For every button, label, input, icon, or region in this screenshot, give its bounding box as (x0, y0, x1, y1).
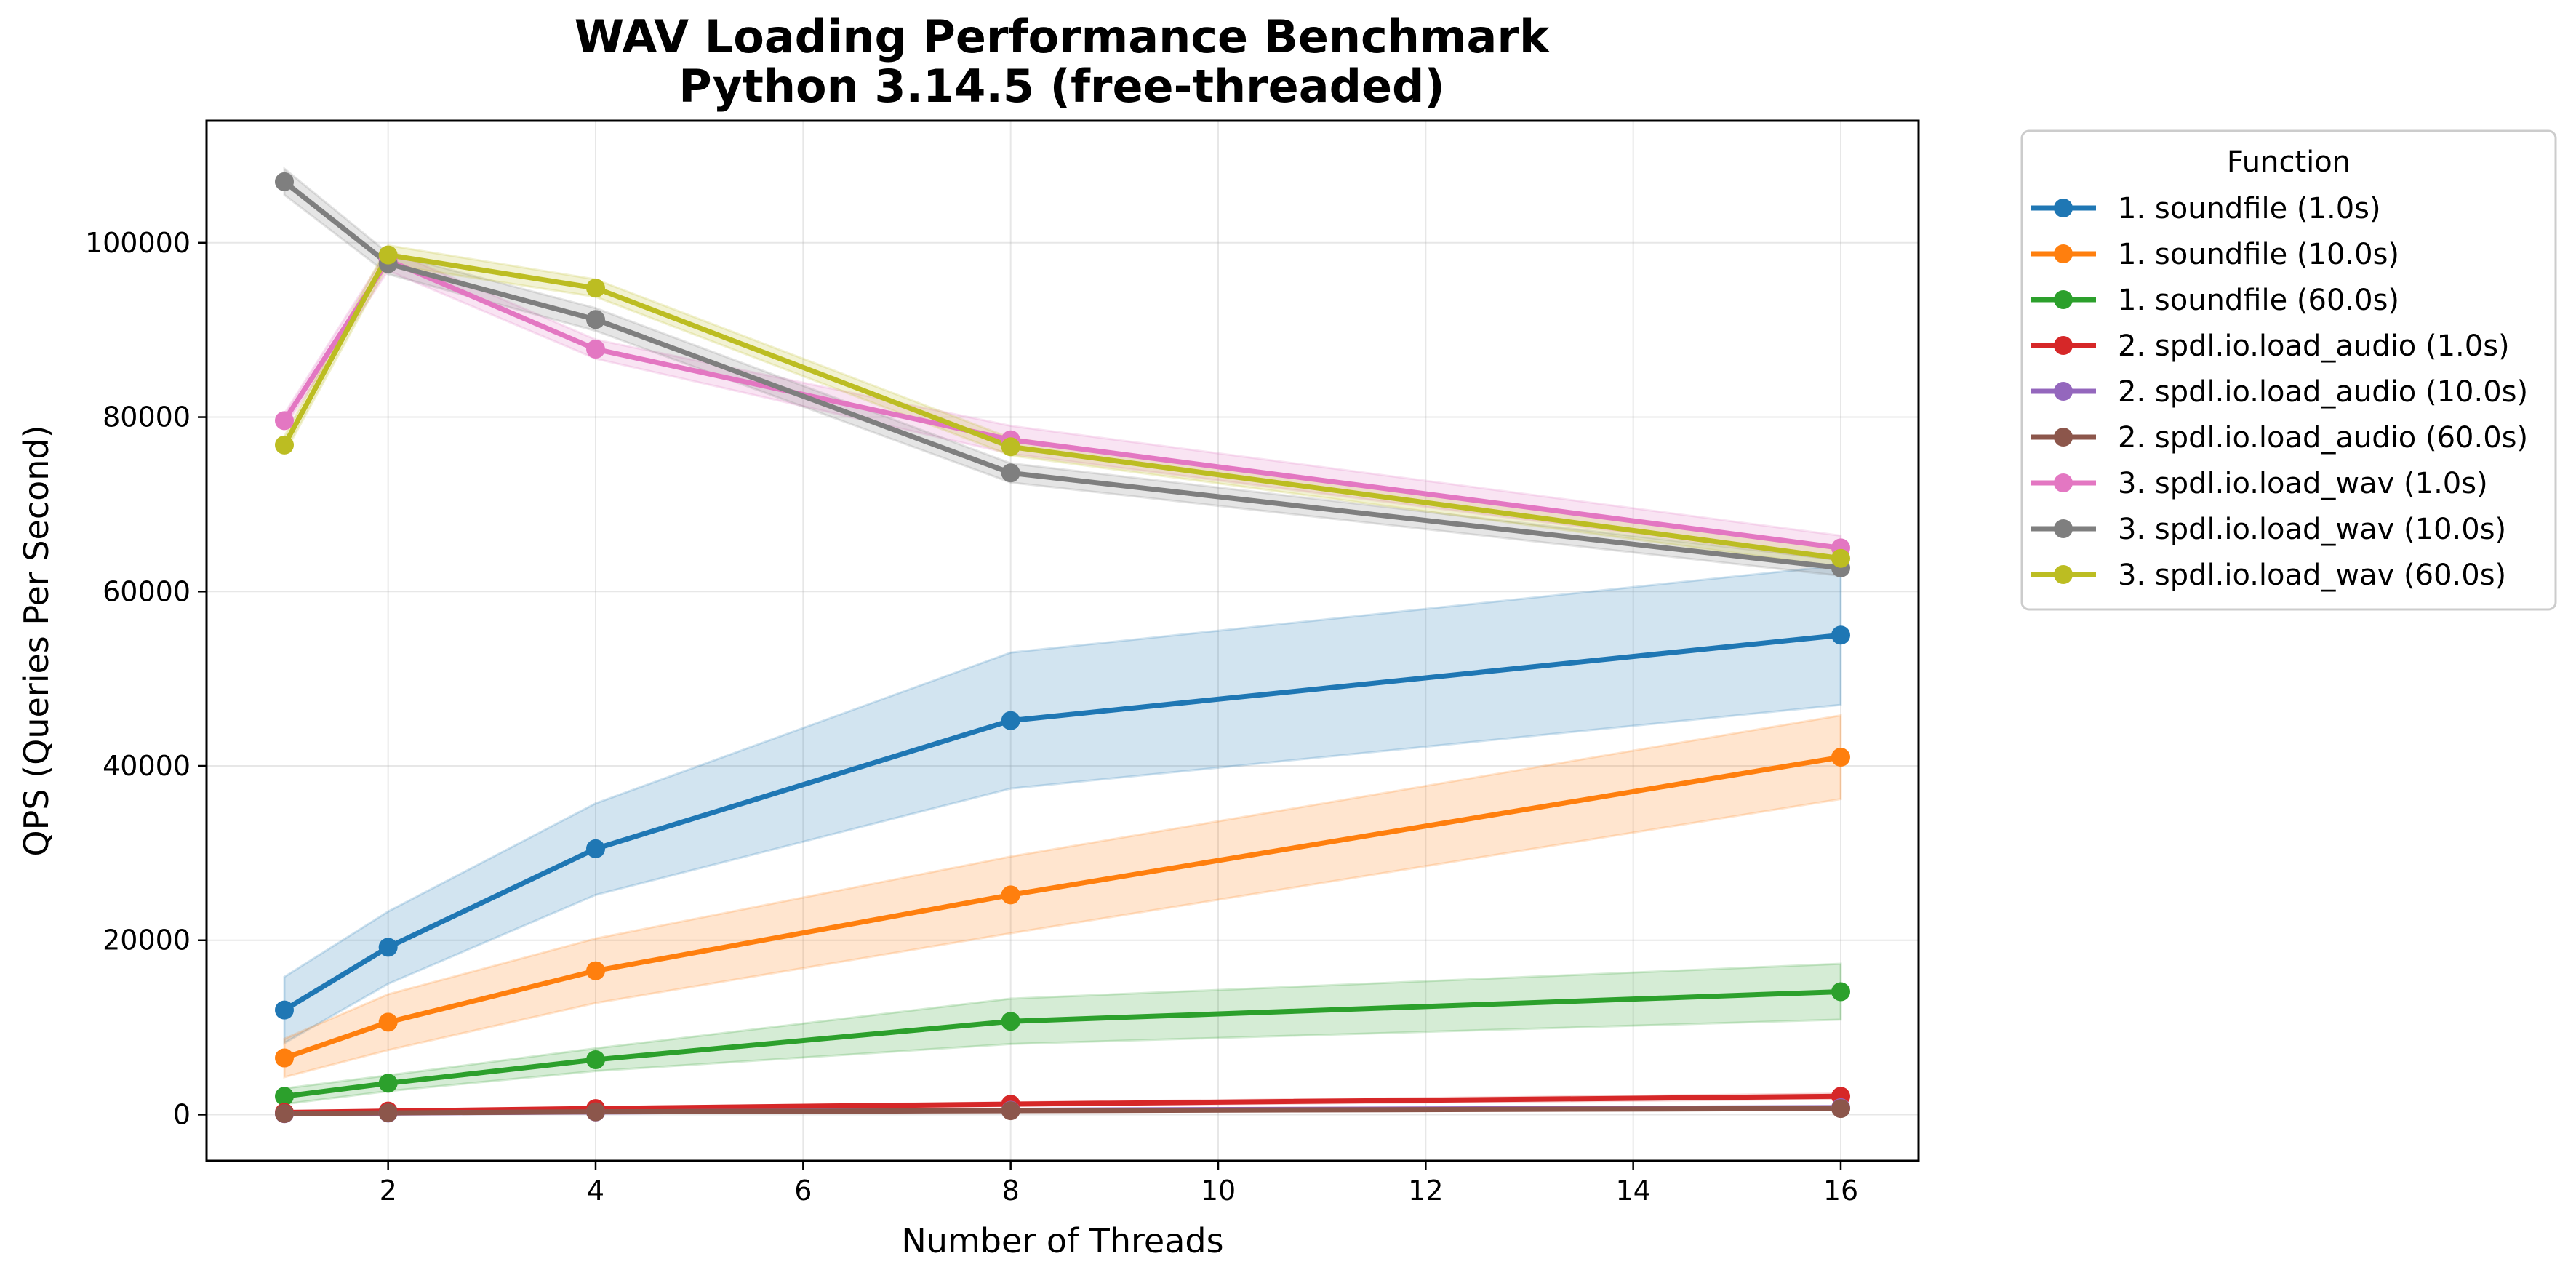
point-3-spdl-io-load-wav-10-0s (275, 172, 294, 191)
band-1-soundfile-10-0s (283, 714, 1842, 1079)
legend-label-3-spdl-io-load-wav-10-0s: 3. spdl.io.load_wav (10.0s) (2118, 513, 2506, 546)
point-1-soundfile-10-0s (378, 1012, 398, 1032)
y-tick-label: 20000 (103, 924, 191, 956)
y-axis-ticks: 0 20000 40000 60000 80000 100000 (85, 227, 207, 1130)
point-1-soundfile-1-0s (378, 938, 398, 957)
point-3-spdl-io-load-wav-60-0s (275, 435, 294, 455)
plot-frame (205, 119, 1920, 1162)
point-2-spdl-io-load-audio-60-0s (1001, 1101, 1020, 1121)
point-1-soundfile-60-0s (1831, 982, 1850, 1002)
point-3-spdl-io-load-wav-10-0s (1001, 463, 1020, 483)
legend-box (2020, 129, 2557, 611)
x-axis-label: Number of Threads (901, 1221, 1223, 1260)
legend-label-2-spdl-io-load-audio-60-0s: 2. spdl.io.load_audio (60.0s) (2118, 421, 2528, 455)
legend-marker-1-soundfile-10-0s (2054, 244, 2073, 263)
legend-marker-3-spdl-io-load-wav-1-0s (2054, 473, 2073, 492)
legend-title: Function (2227, 145, 2351, 179)
point-1-soundfile-1-0s (586, 839, 605, 858)
chart-subtitle: Python 3.14.5 (free-threaded) (679, 60, 1444, 113)
x-tick-label: 12 (1408, 1175, 1443, 1207)
x-axis-ticks: 2 4 6 8 10 12 14 16 (380, 1161, 1858, 1207)
x-tick-label: 14 (1615, 1175, 1650, 1207)
point-2-spdl-io-load-audio-60-0s (378, 1103, 398, 1123)
point-1-soundfile-60-0s (378, 1074, 398, 1093)
band-1-soundfile-1-0s (283, 564, 1842, 1045)
point-1-soundfile-10-0s (275, 1048, 294, 1068)
point-1-soundfile-10-0s (586, 961, 605, 980)
x-tick-label: 4 (587, 1175, 604, 1207)
series-points (275, 172, 1850, 1124)
point-1-soundfile-1-0s (1831, 625, 1850, 645)
band-1-soundfile-60-0s (283, 962, 1842, 1106)
point-1-soundfile-60-0s (1001, 1012, 1020, 1031)
point-1-soundfile-60-0s (275, 1087, 294, 1106)
legend: Function 1. soundfile (1.0s)1. soundfile… (2020, 129, 2557, 611)
chart-title: WAV Loading Performance Benchmark (575, 10, 1551, 63)
y-tick-label: 80000 (103, 401, 191, 433)
legend-items: 1. soundfile (1.0s) 1. soundfile (10.0s) 1… (2031, 192, 2528, 592)
point-1-soundfile-10-0s (1001, 885, 1020, 905)
legend-label-1-soundfile-1-0s: 1. soundfile (1.0s) (2118, 192, 2381, 225)
point-2-spdl-io-load-audio-60-0s (586, 1102, 605, 1122)
legend-label-1-soundfile-60-0s: 1. soundfile (60.0s) (2118, 284, 2399, 317)
y-tick-label: 0 (173, 1098, 191, 1130)
legend-marker-3-spdl-io-load-wav-60-0s (2054, 565, 2073, 584)
x-tick-label: 8 (1002, 1175, 1020, 1207)
point-3-spdl-io-load-wav-60-0s (378, 245, 398, 265)
legend-label-2-spdl-io-load-audio-10-0s: 2. spdl.io.load_audio (10.0s) (2118, 375, 2528, 409)
legend-label-1-soundfile-10-0s: 1. soundfile (10.0s) (2118, 238, 2399, 271)
legend-marker-3-spdl-io-load-wav-10-0s (2054, 519, 2073, 538)
legend-label-3-spdl-io-load-wav-60-0s: 3. spdl.io.load_wav (60.0s) (2118, 559, 2506, 592)
point-3-spdl-io-load-wav-1-0s (275, 411, 294, 431)
legend-label-2-spdl-io-load-audio-1-0s: 2. spdl.io.load_audio (1.0s) (2118, 329, 2510, 363)
x-tick-label: 10 (1201, 1175, 1236, 1207)
x-tick-label: 16 (1823, 1175, 1858, 1207)
point-3-spdl-io-load-wav-60-0s (1001, 437, 1020, 457)
point-1-soundfile-60-0s (586, 1050, 605, 1069)
point-3-spdl-io-load-wav-10-0s (586, 310, 605, 329)
point-1-soundfile-1-0s (275, 1000, 294, 1020)
y-axis-label: QPS (Queries Per Second) (17, 425, 56, 856)
y-tick-label: 40000 (103, 750, 191, 782)
legend-marker-2-spdl-io-load-audio-10-0s (2054, 382, 2073, 401)
legend-marker-2-spdl-io-load-audio-60-0s (2054, 428, 2073, 447)
point-2-spdl-io-load-audio-60-0s (1831, 1099, 1850, 1119)
x-tick-label: 2 (380, 1175, 397, 1207)
point-3-spdl-io-load-wav-60-0s (1831, 548, 1850, 568)
legend-marker-2-spdl-io-load-audio-1-0s (2054, 336, 2073, 355)
point-1-soundfile-10-0s (1831, 748, 1850, 767)
point-3-spdl-io-load-wav-60-0s (586, 279, 605, 298)
legend-label-3-spdl-io-load-wav-1-0s: 3. spdl.io.load_wav (1.0s) (2118, 467, 2488, 500)
point-2-spdl-io-load-audio-60-0s (275, 1104, 294, 1124)
y-tick-label: 100000 (85, 227, 191, 259)
point-1-soundfile-1-0s (1001, 711, 1020, 730)
x-tick-label: 6 (794, 1175, 812, 1207)
legend-marker-1-soundfile-60-0s (2054, 290, 2073, 309)
y-tick-label: 60000 (103, 575, 191, 607)
point-3-spdl-io-load-wav-1-0s (586, 340, 605, 359)
legend-marker-1-soundfile-1-0s (2054, 199, 2073, 217)
